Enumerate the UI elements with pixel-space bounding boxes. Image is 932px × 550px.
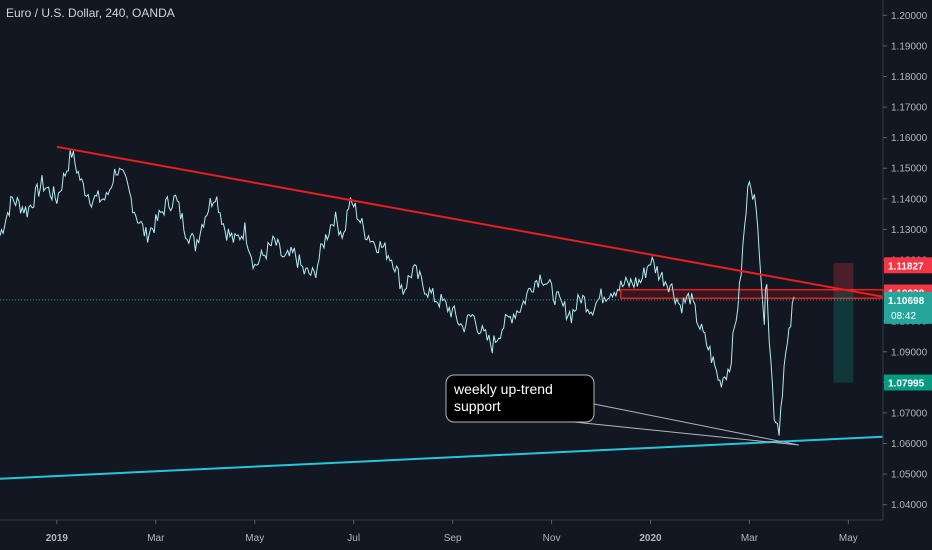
x-tick-label: Sep xyxy=(444,533,462,544)
annotation-box xyxy=(445,374,595,423)
x-tick-label: May xyxy=(839,533,858,544)
y-tick-label: 1.14000 xyxy=(891,194,928,205)
price-label: 1.11827 xyxy=(888,261,924,272)
price-series xyxy=(0,150,795,436)
price-label-bg xyxy=(884,257,932,274)
x-tick-label: Jul xyxy=(347,533,360,544)
annotation-callout[interactable]: weekly up-trend support xyxy=(445,374,800,446)
y-tick-label: 1.15000 xyxy=(891,164,928,175)
y-tick-label: 1.16000 xyxy=(891,133,928,144)
annotation-text-line1: weekly up-trend xyxy=(453,381,553,397)
x-tick-label: Nov xyxy=(543,533,561,544)
y-tick-label: 1.06000 xyxy=(891,439,928,450)
y-tick-label: 1.05000 xyxy=(891,470,928,481)
chart-title: Euro / U.S. Dollar, 240, OANDA xyxy=(6,6,175,20)
last-price-label-bg xyxy=(884,291,932,324)
price-label: 1.07995 xyxy=(888,379,925,390)
y-tick-label: 1.09000 xyxy=(891,347,928,358)
y-tick-label: 1.04000 xyxy=(891,500,928,511)
position-tool xyxy=(833,263,854,383)
trendline-resistance xyxy=(56,145,884,298)
position-stop-area xyxy=(833,263,854,293)
time-axis: 2019 Mar May Jul Sep Nov 2020 Mar May xyxy=(46,520,858,544)
position-target-area xyxy=(833,292,854,383)
x-tick-label: May xyxy=(245,533,264,544)
y-tick-label: 1.19000 xyxy=(891,41,928,52)
trendlines xyxy=(0,145,884,480)
x-tick-label: Mar xyxy=(147,533,165,544)
y-tick-label: 1.17000 xyxy=(891,103,928,114)
price-label-bg xyxy=(884,374,932,391)
y-tick-label: 1.18000 xyxy=(891,72,928,83)
last-price-label: 1.10698 xyxy=(888,296,925,307)
x-tick-label: 2020 xyxy=(639,533,662,544)
x-tick-label: Mar xyxy=(741,533,759,544)
y-tick-label: 1.13000 xyxy=(891,225,928,236)
x-tick-label: 2019 xyxy=(46,533,69,544)
annotation-pointer xyxy=(573,403,800,446)
y-tick-label: 1.20000 xyxy=(891,11,928,22)
y-tick-label: 1.07000 xyxy=(891,408,928,419)
annotation-text-line2: support xyxy=(454,398,501,414)
countdown-label: 08:42 xyxy=(891,311,916,322)
trendline-support xyxy=(0,435,884,480)
price-axis: 1.040001.050001.060001.070001.080001.090… xyxy=(883,11,928,511)
